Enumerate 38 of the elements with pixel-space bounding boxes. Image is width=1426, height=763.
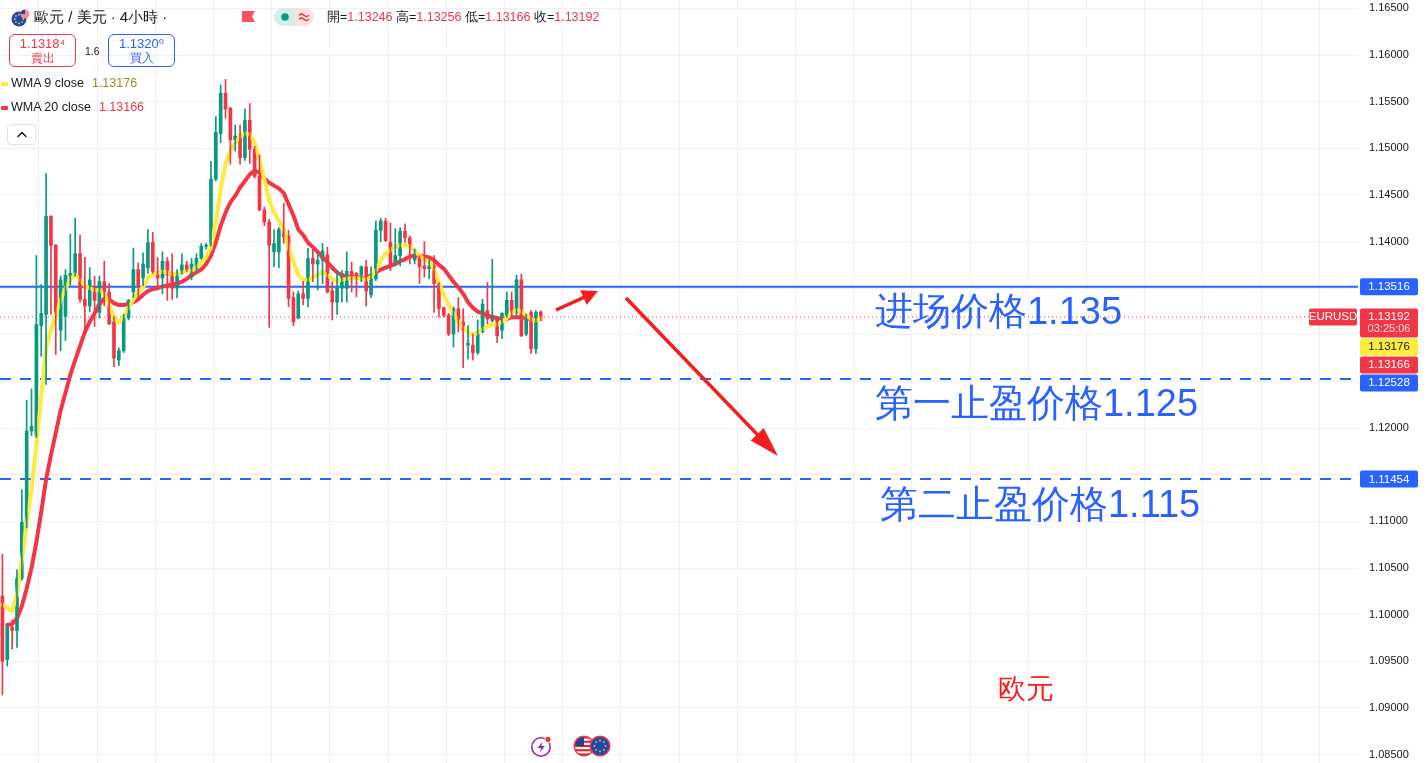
annotation: 開=1.13246 高=1.13256 低=1.13166 收=1.13192 [327,10,600,24]
text: 03:25:06 [1367,322,1411,335]
annotation: 第二止盈价格1.115 [879,482,1201,525]
ref-line-label: 1.11454 [1368,472,1410,485]
annotation: 1.13176 [91,76,138,90]
y-tick-label: 1.15000 [1369,141,1409,154]
y-tick-label: 1.16500 [1369,1,1409,14]
text: 1.13166 [1368,358,1410,371]
legend-label: WMA 9 close [11,76,84,90]
annotation: 欧元 [998,673,1054,706]
legend-label: WMA 20 close [11,100,91,114]
y-tick-label: 1.09000 [1369,701,1409,713]
y-tick-label: 1.10500 [1369,561,1409,574]
annotation: 进场价格1.135 [874,290,1123,333]
annotation: 1.6 [85,45,100,58]
y-tick-label: 1.09500 [1369,654,1409,667]
annotation: EURUSD [1308,310,1358,323]
annotation: 賣出 [30,52,55,66]
annotation: 買入 [129,52,154,66]
y-tick-label: 1.08500 [1369,747,1409,760]
ref-line-label: 1.12528 [1368,376,1410,389]
ref-line-label: 1.13516 [1368,280,1410,293]
y-tick-label: 1.12000 [1369,421,1409,434]
y-tick-label: 1.11000 [1369,514,1408,527]
text: 歐元 / 美元 · 4小時 · [34,8,168,26]
y-tick-label: 1.14000 [1369,234,1409,247]
text: 1.13176 [1368,340,1410,353]
annotation: 1.13166 [98,100,145,114]
y-tick-label: 1.15500 [1369,94,1409,107]
y-tick-label: 1.14500 [1369,187,1409,200]
buy-button: 1.1320⁰ 買入 [108,34,175,67]
y-tick-label: 1.10000 [1369,607,1409,620]
sell-button: 1.1318⁴ 賣出 [9,34,76,67]
annotation: 第一止盈价格1.125 [874,382,1199,425]
annotation: 1.1320⁰ [119,36,164,52]
ref-line-label: 1.13192 [1368,310,1410,323]
annotation: 1.1318⁴ [19,36,66,52]
y-tick-label: 1.16000 [1369,48,1409,61]
